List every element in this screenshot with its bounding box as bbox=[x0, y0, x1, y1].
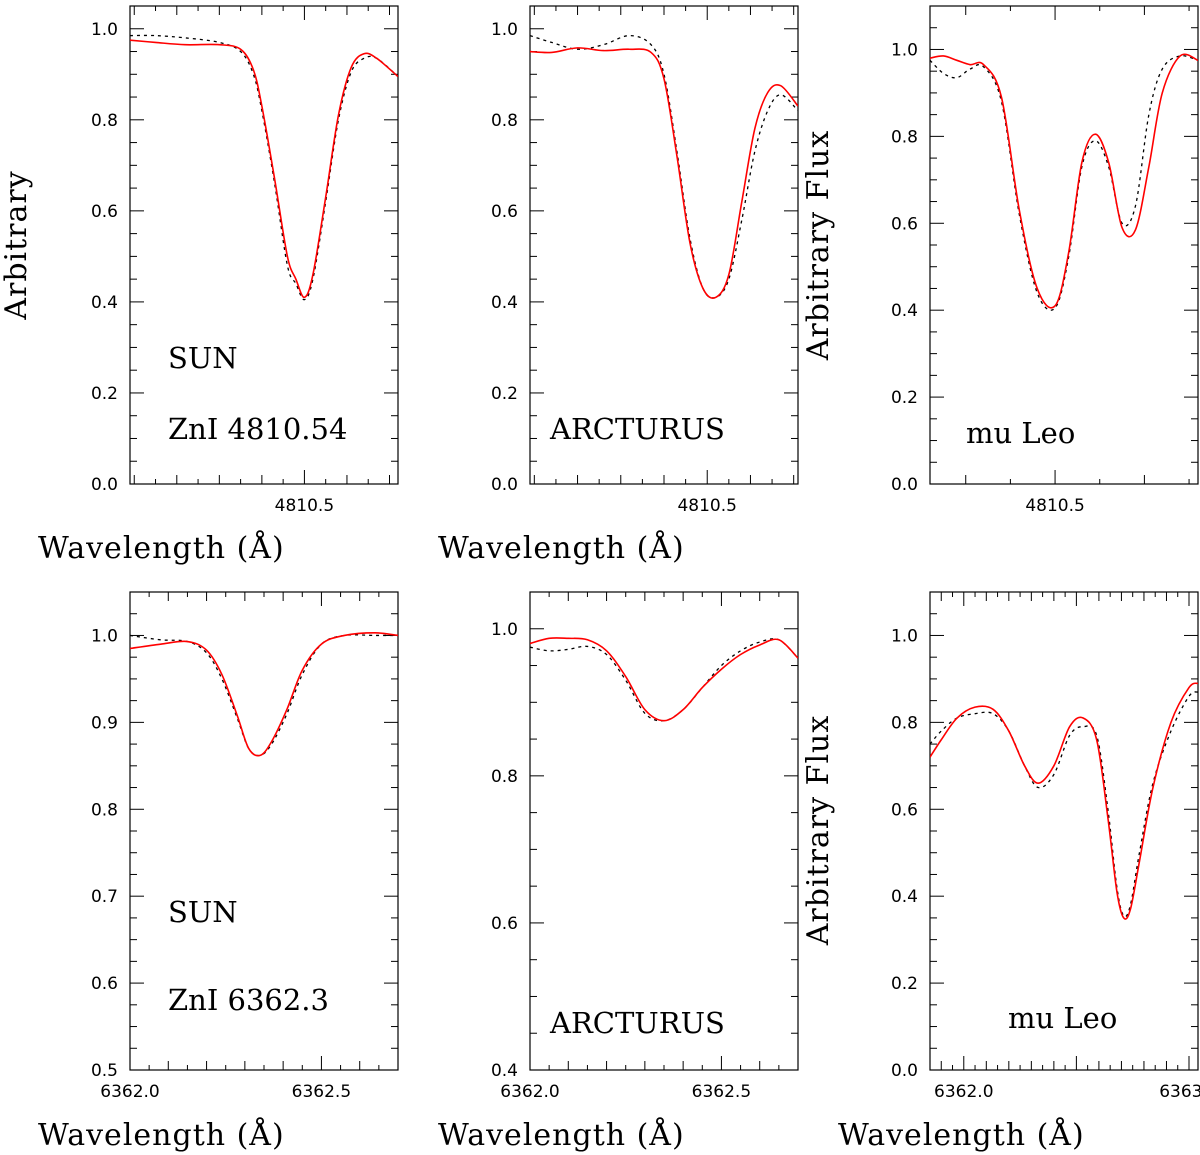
panel-annotation: ZnI 4810.54 bbox=[168, 412, 347, 446]
x-tick-label: 6362.0 bbox=[100, 1082, 159, 1102]
y-tick-label: 0.7 bbox=[91, 887, 118, 907]
y-tick-label: 0.4 bbox=[491, 293, 518, 313]
y-tick-label: 1.0 bbox=[491, 620, 518, 640]
observed-spectrum-line bbox=[930, 55, 1198, 311]
x-axis-title: Wavelength (Å) bbox=[438, 530, 685, 566]
panel-annotation: mu Leo bbox=[966, 416, 1075, 450]
y-tick-label: 0.2 bbox=[891, 388, 918, 408]
y-tick-label: 0.0 bbox=[491, 475, 518, 495]
x-axis-title: Wavelength (Å) bbox=[38, 1117, 285, 1153]
panel-annotation: ZnI 6362.3 bbox=[168, 983, 329, 1017]
y-tick-label: 0.6 bbox=[491, 914, 518, 934]
y-tick-label: 0.2 bbox=[491, 384, 518, 404]
observed-spectrum-line bbox=[930, 691, 1198, 918]
y-tick-label: 1.0 bbox=[891, 40, 918, 60]
y-tick-label: 0.4 bbox=[491, 1061, 518, 1081]
plot-frame bbox=[929, 5, 1199, 485]
y-tick-label: 0.0 bbox=[891, 1061, 918, 1081]
y-axis-title: Arbitrary Flux bbox=[801, 715, 836, 947]
synthetic-spectrum-line bbox=[930, 682, 1198, 920]
x-tick-label: 6362.5 bbox=[692, 1082, 751, 1102]
panel-top-left: 0.0 0.2 0.4 0.6 0.8 1.0 4810.5 SUN ZnI 4810.54 Wa… bbox=[0, 5, 399, 566]
y-tick-label: 0.8 bbox=[891, 127, 918, 147]
y-tick-label: 1.0 bbox=[91, 20, 118, 40]
x-tick-label: 6363.0 bbox=[1159, 1082, 1200, 1102]
y-tick-label: 0.2 bbox=[891, 974, 918, 994]
y-tick-label: 1.0 bbox=[891, 626, 918, 646]
synthetic-spectrum-line bbox=[130, 39, 398, 299]
panel-bottom-left: 0.5 0.6 0.7 0.8 0.9 1.0 6362.0 6362.5 SUN ZnI 636… bbox=[38, 591, 399, 1153]
panel-annotation: SUN bbox=[168, 895, 238, 929]
y-tick-label: 0.0 bbox=[891, 475, 918, 495]
observed-spectrum-line bbox=[130, 634, 398, 757]
y-tick-label: 0.4 bbox=[891, 887, 918, 907]
x-tick-label: 4810.5 bbox=[677, 496, 736, 516]
y-tick-label: 0.2 bbox=[91, 384, 118, 404]
synthetic-spectrum-line bbox=[130, 632, 398, 757]
panel-annotation: SUN bbox=[168, 341, 238, 375]
synthetic-spectrum-line bbox=[930, 53, 1198, 309]
y-axis-title: Arbitrary Flux bbox=[801, 130, 836, 362]
y-tick-label: 0.6 bbox=[491, 202, 518, 222]
synthetic-spectrum-line bbox=[530, 637, 798, 722]
y-tick-label: 0.6 bbox=[891, 800, 918, 820]
x-tick-label: 6362.0 bbox=[934, 1082, 993, 1102]
y-tick-label: 0.5 bbox=[91, 1061, 118, 1081]
panel-top-middle: 0.0 0.2 0.4 0.6 0.8 1.0 4810.5 ARCTURUS Waveleng… bbox=[438, 5, 799, 566]
y-tick-label: 0.4 bbox=[891, 301, 918, 321]
y-tick-label: 0.8 bbox=[491, 111, 518, 131]
y-tick-label: 0.8 bbox=[891, 713, 918, 733]
panel-annotation: ARCTURUS bbox=[549, 412, 725, 446]
y-tick-label: 0.6 bbox=[91, 202, 118, 222]
y-tick-label: 0.8 bbox=[491, 767, 518, 787]
y-axis-title: Arbitrary bbox=[0, 170, 34, 320]
x-axis-title: Wavelength (Å) bbox=[38, 530, 285, 566]
y-tick-label: 0.8 bbox=[91, 800, 118, 820]
y-tick-label: 0.4 bbox=[91, 293, 118, 313]
x-tick-label: 6362.0 bbox=[500, 1082, 559, 1102]
panel-bottom-right: 0.0 0.2 0.4 0.6 0.8 1.0 6362.0 6363.0 mu Leo Wave… bbox=[801, 591, 1200, 1153]
y-tick-label: 0.0 bbox=[91, 475, 118, 495]
y-tick-label: 0.6 bbox=[891, 214, 918, 234]
panel-top-right: 0.0 0.2 0.4 0.6 0.8 1.0 4810.5 mu Leo Arbitrary … bbox=[801, 5, 1199, 516]
plot-frame bbox=[129, 5, 399, 485]
observed-spectrum-line bbox=[130, 34, 398, 301]
y-tick-label: 0.9 bbox=[91, 713, 118, 733]
panel-bottom-middle: 0.4 0.6 0.8 1.0 6362.0 6362.5 ARCTURUS Waveleng… bbox=[438, 591, 799, 1153]
y-tick-label: 1.0 bbox=[491, 20, 518, 40]
observed-spectrum-line bbox=[530, 638, 798, 722]
x-tick-label: 4810.5 bbox=[1025, 496, 1084, 516]
panel-annotation: ARCTURUS bbox=[549, 1006, 725, 1040]
x-tick-label: 6362.5 bbox=[292, 1082, 351, 1102]
y-tick-label: 0.6 bbox=[91, 974, 118, 994]
synthetic-spectrum-line bbox=[530, 47, 798, 299]
x-axis-title: Wavelength (Å) bbox=[438, 1117, 685, 1153]
plot-frame bbox=[929, 591, 1199, 1071]
x-tick-label: 4810.5 bbox=[275, 496, 334, 516]
y-tick-label: 1.0 bbox=[91, 626, 118, 646]
panel-annotation: mu Leo bbox=[1008, 1001, 1117, 1035]
x-axis-title: Wavelength (Å) bbox=[838, 1117, 1085, 1153]
observed-spectrum-line bbox=[530, 34, 798, 299]
plot-frame bbox=[529, 591, 799, 1071]
y-tick-label: 0.8 bbox=[91, 111, 118, 131]
